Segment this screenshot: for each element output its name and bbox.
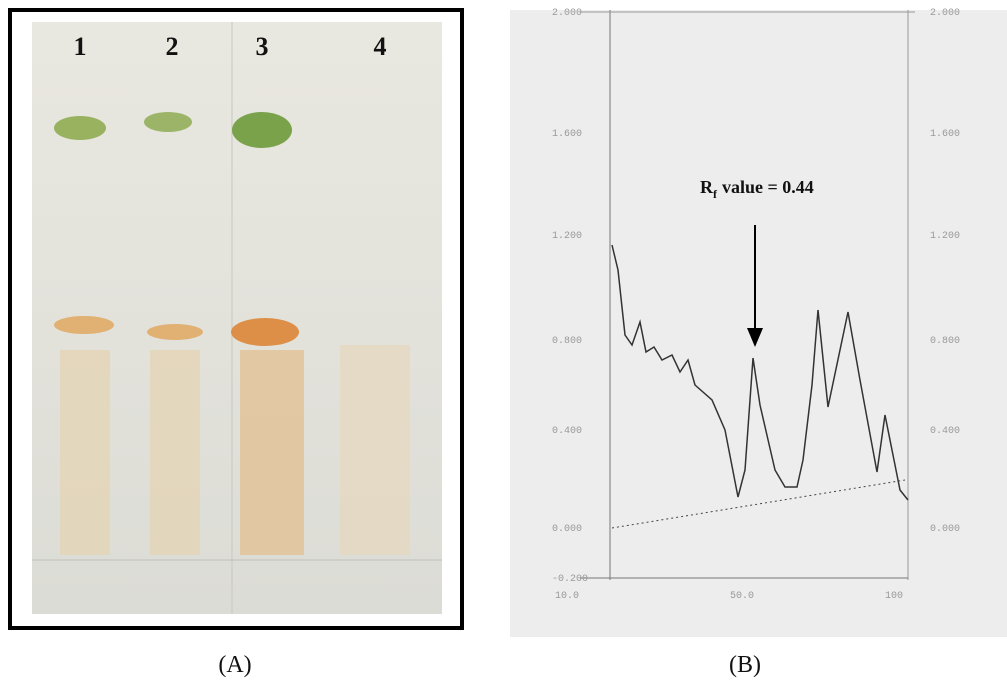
rf-annotation: Rf value = 0.44	[700, 177, 814, 201]
x-tick-label: 100	[885, 591, 903, 602]
streak	[340, 345, 410, 555]
lane-label: 4	[374, 32, 387, 61]
rf-text: value = 0.44	[722, 177, 814, 197]
streak	[240, 350, 304, 555]
streak	[150, 350, 200, 555]
y-tick-label: 0.000	[552, 524, 582, 535]
y2-tick-label: 1.200	[930, 231, 960, 242]
y2-tick-label: 2.000	[930, 8, 960, 19]
x-tick-label: 50.0	[730, 591, 754, 602]
spots	[54, 112, 410, 555]
green-spot	[54, 116, 106, 140]
y-tick-label: 0.800	[552, 336, 582, 347]
streak	[60, 350, 110, 555]
lane-label: 1	[74, 32, 87, 61]
orange-spot	[54, 316, 114, 334]
green-spot	[232, 112, 292, 148]
y-tick-label: 0.400	[552, 426, 582, 437]
y-tick-label: 1.600	[552, 129, 582, 140]
orange-spot	[231, 318, 299, 346]
caption: (A)	[218, 652, 251, 678]
panel-a: 1 2 3 4 (A)	[8, 8, 464, 678]
lane-label: 3	[256, 32, 269, 61]
green-spot	[144, 112, 192, 132]
y-tick-label: 1.200	[552, 231, 582, 242]
densitogram-trace	[611, 244, 909, 501]
y2-tick-label: 0.400	[930, 426, 960, 437]
caption: (B)	[729, 652, 761, 678]
x-tick-label: 10.0	[555, 591, 579, 602]
y-tick-label: 2.000	[552, 8, 582, 19]
y-tick-label: -0.200	[552, 574, 588, 585]
orange-spot	[147, 324, 203, 340]
y2-tick-label: 0.800	[930, 336, 960, 347]
rf-symbol: R	[700, 177, 714, 197]
scan-background	[510, 10, 1007, 637]
arrow-head	[747, 328, 763, 347]
y2-tick-label: 0.000	[930, 524, 960, 535]
panel-b: Rf value = 0.44 (B)	[510, 10, 1007, 678]
y2-tick-label: 1.600	[930, 129, 960, 140]
rf-subscript: f	[713, 187, 718, 201]
lane-label: 2	[166, 32, 179, 61]
